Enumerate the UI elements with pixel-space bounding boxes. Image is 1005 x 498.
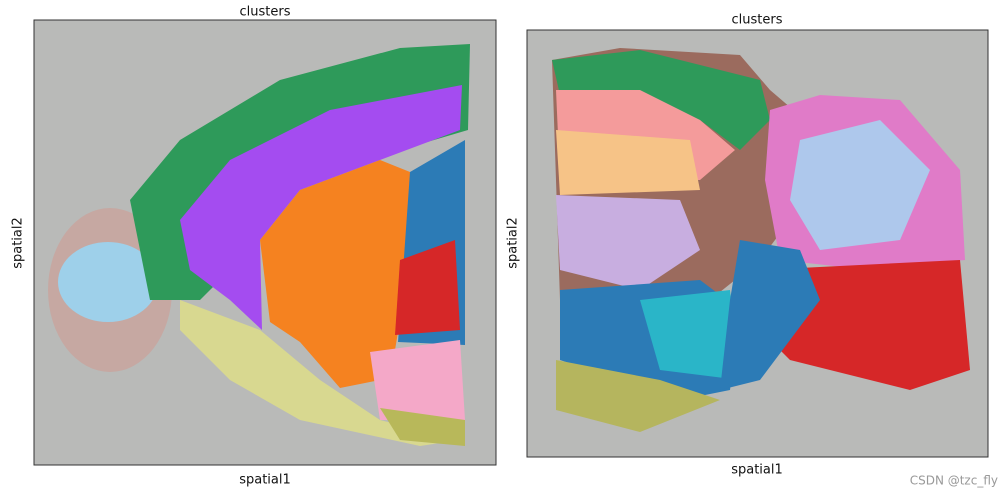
panel-title: clusters (732, 13, 783, 28)
y-axis-label: spatial2 (506, 217, 521, 269)
tissue-right (552, 48, 970, 432)
panel-title: clusters (240, 5, 291, 20)
tissue-left (48, 44, 470, 446)
watermark: CSDN @tzc_fly (910, 474, 998, 488)
y-axis-label: spatial2 (11, 217, 26, 269)
x-axis-label: spatial1 (239, 473, 291, 488)
x-axis-label: spatial1 (731, 463, 783, 478)
